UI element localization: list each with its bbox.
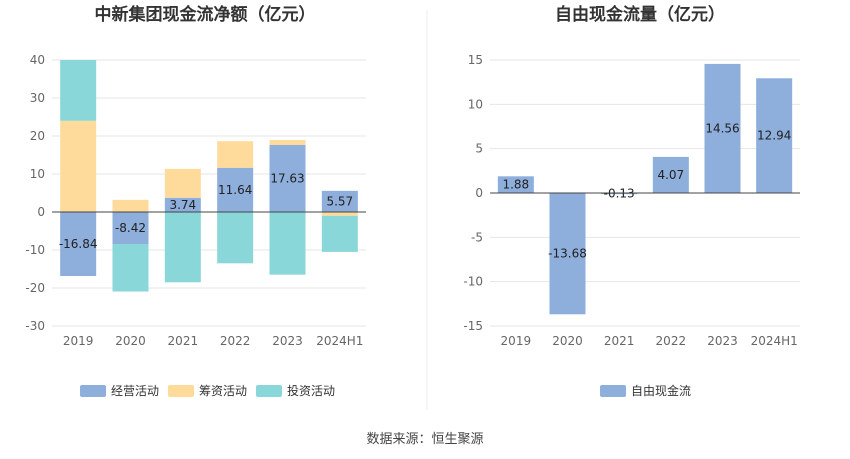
bar-1-2021: [164, 168, 201, 198]
bar-1-2023: [269, 140, 306, 146]
source-note: 数据来源：恒生聚源: [366, 432, 483, 447]
data-label-2024H1: 12.94: [757, 129, 791, 143]
bar-2-2021: [164, 212, 201, 283]
data-label-2020: -13.68: [548, 247, 587, 261]
data-label-2023: 17.63: [270, 172, 304, 186]
bar-2022: [652, 156, 689, 193]
bar-1-2024H1: [321, 212, 358, 216]
left-cash-flow-chart: 中新集团现金流净额（亿元） 40 30 20 10 0 -10 -20 -30 -16.84 -8.…: [25, 4, 366, 398]
data-label-2022: 11.64: [218, 183, 252, 197]
legend-swatch: [600, 385, 626, 397]
bar-1-2019: [60, 120, 97, 212]
bar-2-2024H1: [321, 215, 358, 252]
bar-2-2020: [112, 243, 149, 292]
data-label-2023: 14.56: [705, 121, 739, 135]
data-label-2019: 1.88: [502, 178, 529, 192]
y-tick-label: -5: [471, 230, 483, 244]
x-tick-label: 2019: [63, 334, 94, 348]
x-tick-label: 2021: [168, 334, 199, 348]
data-label-2020: -8.42: [115, 221, 146, 235]
y-tick-label: 40: [30, 53, 45, 67]
bar-0-2024H1: [321, 190, 358, 212]
y-tick-label: 5: [475, 142, 483, 156]
bar-2020: [549, 193, 586, 315]
y-tick-label: -10: [463, 275, 483, 289]
bar-0-2019: [60, 212, 97, 276]
data-label-2022: 4.07: [657, 168, 684, 182]
legend-label: 经营活动: [111, 384, 159, 398]
data-label-2021: 3.74: [169, 198, 196, 212]
x-tick-label: 2024H1: [751, 334, 798, 348]
x-tick-label: 2020: [552, 334, 583, 348]
y-tick-label: 0: [37, 205, 45, 219]
y-tick-label: 10: [468, 97, 483, 111]
legend-label: 投资活动: [287, 383, 335, 398]
y-tick-label: -15: [463, 319, 483, 333]
bar-2-2023: [269, 212, 306, 275]
y-tick-label: 0: [475, 186, 483, 200]
y-tick-label: 30: [30, 91, 45, 105]
legend-swatch: [168, 385, 194, 397]
bar-2-2019: [60, 60, 97, 121]
bar-2021: [601, 193, 638, 195]
bar-2024H1: [756, 78, 793, 193]
chart-title: 中新集团现金流净额（亿元）: [95, 4, 316, 25]
chart-title: 自由现金流量（亿元）: [555, 4, 725, 25]
right-free-cash-flow-chart: 自由现金流量（亿元） 15 10 5 0 -5 -10 -15 1.88 -13.68 -0.13 4…: [463, 4, 800, 398]
bar-0-2023: [269, 145, 306, 212]
legend-label: 筹资活动: [199, 384, 247, 398]
data-label-2019: -16.84: [59, 237, 98, 251]
data-label-2021: -0.13: [604, 187, 635, 201]
bar-0-2021: [164, 197, 201, 212]
legend-swatch: [80, 385, 106, 397]
y-tick-label: 20: [30, 129, 45, 143]
x-tick-label: 2019: [501, 334, 532, 348]
bar-0-2022: [217, 167, 254, 212]
x-tick-label: 2020: [115, 334, 146, 348]
bar-2023: [704, 63, 741, 193]
y-tick-label: 10: [30, 167, 45, 181]
x-tick-label: 2021: [604, 334, 635, 348]
bar-2019: [497, 176, 534, 193]
y-tick-label: -30: [25, 319, 45, 333]
bar-1-2022: [217, 141, 254, 168]
bar-1-2020: [112, 199, 149, 212]
y-tick-label: 15: [468, 53, 483, 67]
legend-swatch: [256, 385, 282, 397]
y-tick-label: -20: [25, 281, 45, 295]
data-label-2024H1: 5.57: [326, 194, 353, 208]
y-tick-label: -10: [25, 243, 45, 257]
bar-0-2020: [112, 212, 149, 244]
x-tick-label: 2024H1: [316, 334, 363, 348]
x-tick-label: 2022: [220, 334, 251, 348]
x-tick-label: 2022: [656, 334, 687, 348]
x-tick-label: 2023: [707, 334, 738, 348]
bar-2-2022: [217, 212, 254, 264]
x-tick-label: 2023: [272, 334, 303, 348]
legend-label: 自由现金流: [631, 383, 691, 398]
